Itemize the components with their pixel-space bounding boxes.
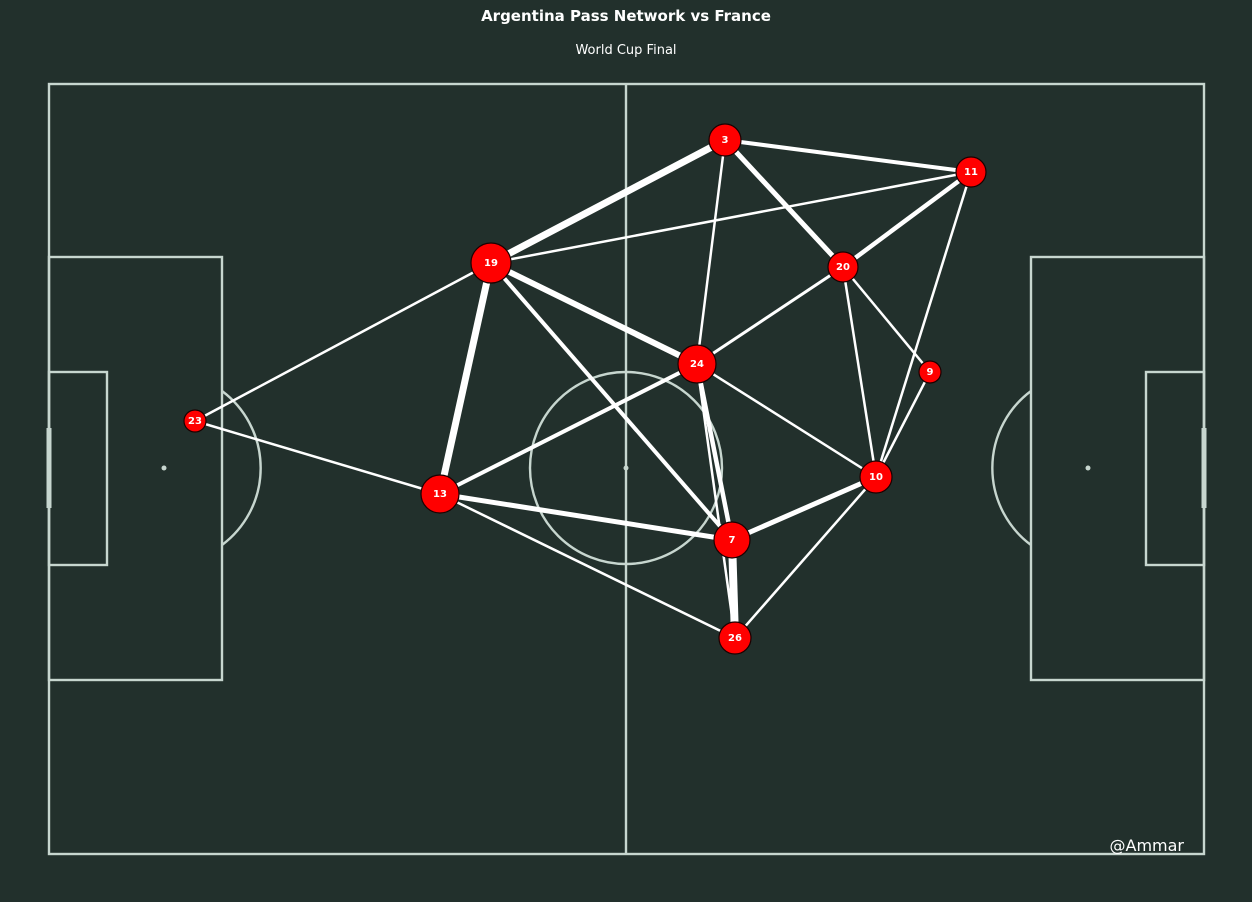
player-number-label: 9 — [927, 367, 934, 378]
player-node-10: 10 — [859, 460, 893, 494]
pass-edge-20-11 — [841, 170, 973, 269]
pass-edge-19-7 — [489, 261, 734, 542]
player-marker — [918, 360, 942, 384]
right-six-yard-box — [1144, 370, 1206, 567]
pass-edge-3-24 — [695, 139, 727, 365]
left-penalty-box — [47, 255, 224, 682]
player-nodes: 3 11 19 20 24 9 23 13 10 7 26 — [183, 123, 987, 655]
player-node-23: 23 — [183, 409, 207, 433]
pass-edge-10-26 — [734, 476, 877, 639]
pass-edge-13-26 — [439, 492, 736, 640]
player-number-label: 13 — [433, 489, 447, 500]
right-penalty-spot — [1085, 465, 1091, 471]
player-marker — [713, 521, 751, 559]
pass-edge-24-13 — [439, 362, 698, 496]
player-marker — [955, 156, 987, 188]
player-node-26: 26 — [718, 621, 752, 655]
pass-edge-3-11 — [724, 138, 972, 174]
player-node-19: 19 — [470, 242, 512, 284]
pass-edge-19-11 — [490, 170, 972, 265]
pass-edge-20-9 — [842, 266, 931, 373]
pass-edge-19-23 — [194, 261, 492, 423]
pass-edge-19-24 — [489, 260, 699, 367]
player-number-label: 20 — [836, 262, 850, 273]
player-node-3: 3 — [708, 123, 742, 157]
right-penalty-box — [1029, 255, 1206, 682]
pass-edges — [194, 136, 973, 640]
player-node-20: 20 — [827, 251, 859, 283]
player-marker — [470, 242, 512, 284]
center-spot — [623, 465, 629, 471]
author-credit: @Ammar — [1109, 836, 1185, 855]
pass-edge-3-20 — [723, 138, 845, 269]
pass-edge-9-10 — [874, 371, 932, 478]
player-marker — [677, 344, 717, 384]
player-node-7: 7 — [713, 521, 751, 559]
left-six-yard-box — [47, 370, 109, 567]
left-penalty-arc — [221, 390, 262, 546]
player-marker — [827, 251, 859, 283]
pass-edge-7-10 — [730, 474, 878, 543]
player-node-24: 24 — [677, 344, 717, 384]
pass-edge-24-20 — [696, 265, 844, 366]
pass-edge-19-3 — [489, 136, 727, 267]
player-node-11: 11 — [955, 156, 987, 188]
pass-edge-24-26 — [695, 363, 737, 639]
player-marker — [183, 409, 207, 433]
player-marker — [708, 123, 742, 157]
chart-subtitle: World Cup Final — [575, 43, 677, 58]
pass-edge-11-10 — [874, 171, 973, 478]
pass-edge-20-10 — [841, 266, 878, 478]
player-number-label: 23 — [188, 416, 202, 427]
player-number-label: 10 — [869, 472, 883, 483]
pass-edge-19-13 — [436, 262, 495, 495]
pass-edge-23-13 — [194, 419, 441, 496]
left-penalty-spot — [161, 465, 167, 471]
right-penalty-arc — [991, 390, 1032, 546]
player-node-9: 9 — [918, 360, 942, 384]
pass-edge-24-7 — [694, 363, 735, 541]
player-number-label: 3 — [722, 135, 729, 146]
player-number-label: 11 — [964, 167, 978, 178]
player-number-label: 24 — [690, 359, 704, 370]
player-number-label: 26 — [728, 633, 742, 644]
pitch-markings — [46, 82, 1207, 856]
player-marker — [859, 460, 893, 494]
player-marker — [718, 621, 752, 655]
center-circle — [528, 370, 724, 566]
player-number-label: 19 — [484, 258, 498, 269]
player-marker — [420, 474, 460, 514]
chart-title: Argentina Pass Network vs France — [481, 7, 771, 25]
pass-edge-24-10 — [696, 362, 877, 479]
player-number-label: 7 — [729, 535, 736, 546]
player-node-13: 13 — [420, 474, 460, 514]
pass-edge-13-7 — [439, 491, 733, 543]
